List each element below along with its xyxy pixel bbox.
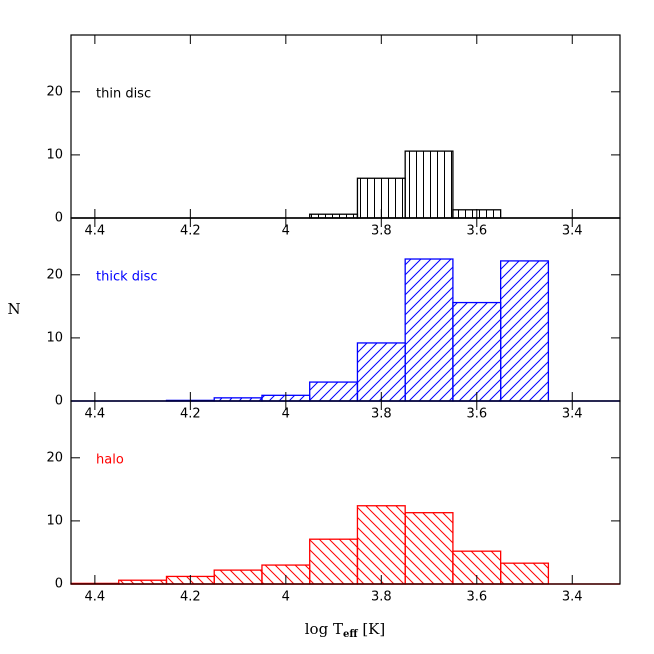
x-axis-label: log Teff [K] [305, 620, 385, 640]
x-tick-label: 4.4 [85, 407, 106, 422]
x-label-main: log T [305, 620, 343, 638]
x-tick-label: 4 [282, 407, 290, 422]
x-tick-label: 3.4 [562, 224, 583, 239]
histogram-bar [404, 258, 454, 402]
histogram-bar [356, 505, 406, 585]
x-tick-label: 3.4 [562, 590, 583, 605]
y-axis-label: N [7, 300, 20, 318]
histogram-bar [213, 569, 263, 585]
x-tick-label: 3.6 [466, 407, 487, 422]
y-tick-label: 10 [46, 513, 63, 528]
x-tick-label: 4.4 [85, 224, 106, 239]
histogram-bar [500, 562, 550, 585]
y-tick-label: 20 [46, 84, 63, 99]
x-tick-label: 3.6 [466, 224, 487, 239]
histogram-bar [309, 538, 359, 585]
histogram-bar [500, 260, 550, 402]
x-tick-label: 3.6 [466, 590, 487, 605]
panel-frame [70, 400, 621, 585]
panel-label: thick disc [96, 270, 158, 285]
x-tick-label: 4.2 [180, 590, 201, 605]
histogram-bar [452, 301, 502, 402]
x-tick-label: 4 [282, 590, 290, 605]
x-tick-label: 3.8 [371, 407, 392, 422]
y-tick-label: 20 [46, 267, 63, 282]
y-tick-label: 0 [55, 577, 63, 592]
x-tick-label: 3.8 [371, 590, 392, 605]
panel-frame [70, 34, 621, 219]
x-tick-label: 4 [282, 224, 290, 239]
histogram-bar [404, 150, 454, 219]
x-label-sub: eff [343, 629, 358, 640]
histogram-bar [309, 381, 359, 402]
y-tick-label: 10 [46, 330, 63, 345]
y-tick-label: 20 [46, 450, 63, 465]
x-tick-label: 4.2 [180, 224, 201, 239]
x-tick-label: 3.4 [562, 407, 583, 422]
x-tick-label: 4.2 [180, 407, 201, 422]
x-tick-label: 3.8 [371, 224, 392, 239]
y-tick-label: 0 [55, 211, 63, 226]
x-tick-label: 4.4 [85, 590, 106, 605]
y-tick-label: 10 [46, 147, 63, 162]
y-tick-label: 0 [55, 394, 63, 409]
x-label-unit: [K] [362, 620, 385, 638]
histogram-bar [404, 512, 454, 585]
panel-label: halo [96, 453, 124, 468]
panel-label: thin disc [96, 87, 151, 102]
